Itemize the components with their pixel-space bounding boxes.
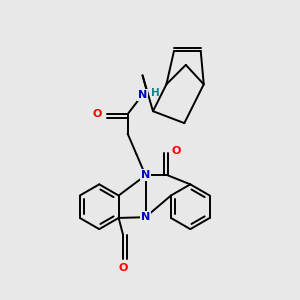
Text: O: O <box>118 263 128 273</box>
Text: N: N <box>138 90 147 100</box>
Text: N: N <box>141 212 150 222</box>
Text: O: O <box>172 146 181 157</box>
Text: N: N <box>141 170 150 180</box>
Text: O: O <box>92 109 102 119</box>
Text: H: H <box>151 88 160 98</box>
